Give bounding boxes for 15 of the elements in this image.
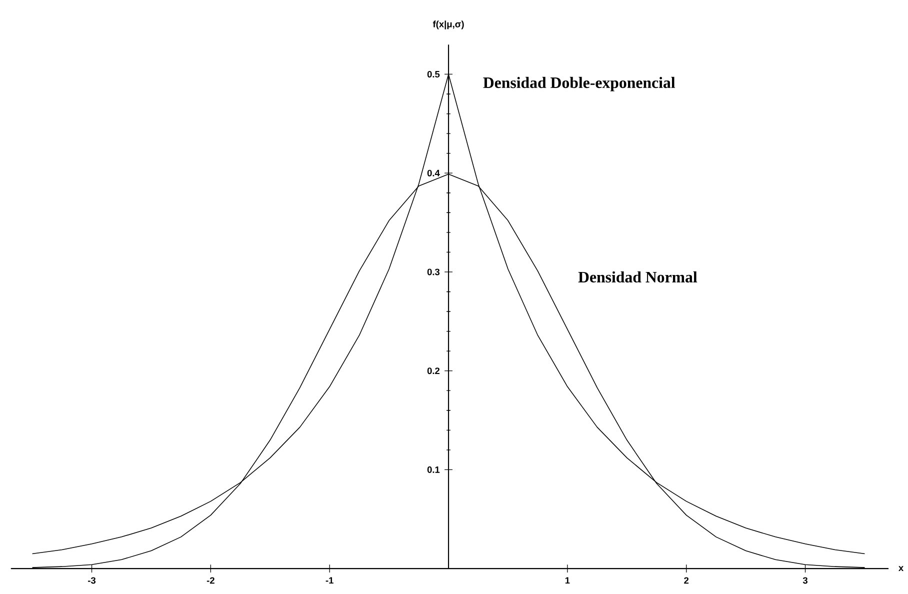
x-tick-label: -2 — [206, 577, 214, 584]
series-label: Densidad Doble-exponencial — [483, 76, 676, 92]
x-tick-label: 1 — [565, 577, 570, 584]
x-tick-label: -1 — [326, 577, 334, 584]
y-tick-label: 0.2 — [427, 367, 440, 374]
y-tick-label: 0.3 — [427, 268, 440, 276]
x-axis-title: x — [898, 566, 904, 571]
y-tick-label: 0.5 — [427, 70, 440, 78]
x-tick-label: 2 — [684, 577, 689, 584]
x-tick-label: 3 — [802, 577, 808, 584]
y-tick-label: 0.1 — [427, 466, 440, 473]
x-tick-label: -3 — [88, 577, 96, 584]
y-axis-title: f(x|μ,σ) — [432, 20, 464, 30]
y-tick-label: 0.4 — [427, 170, 440, 176]
series-label: Densidad Normal — [578, 271, 698, 282]
